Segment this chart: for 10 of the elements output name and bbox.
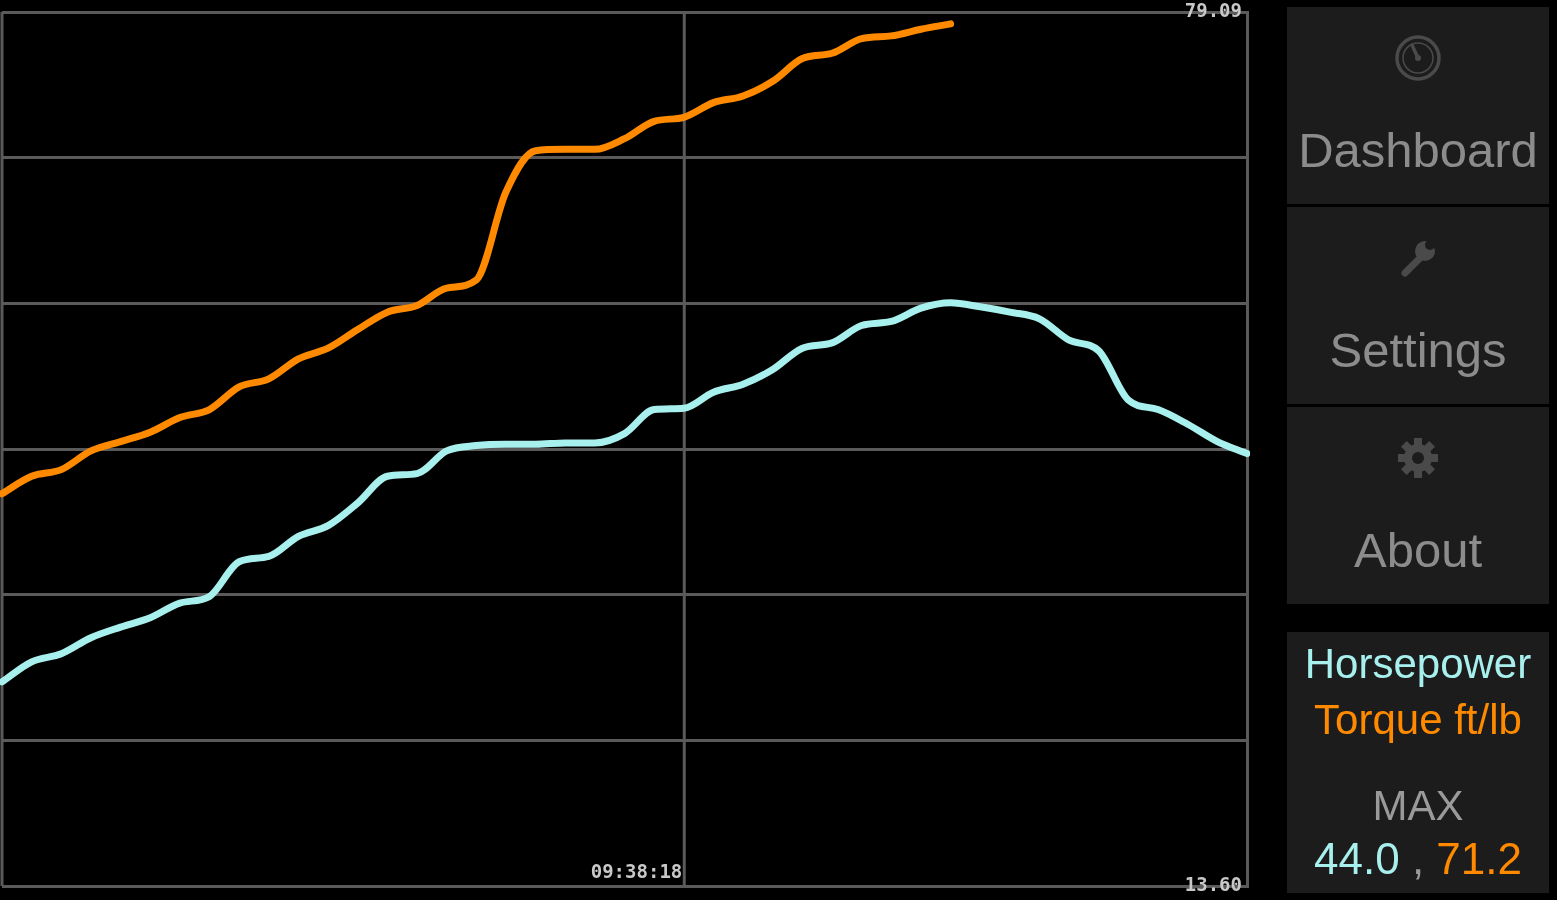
text: 44.0 , 71.2 [1314, 834, 1522, 883]
annotation: 09:38:18 [590, 860, 683, 883]
text: Torque ft/lb [1313, 695, 1523, 745]
text: Horsepower [1303, 639, 1533, 689]
menu-button: Settings [1287, 207, 1549, 404]
menu-button: Dashboard [1287, 7, 1549, 204]
text: MAX [1371, 781, 1465, 831]
y-tick-label: 13.60 [1184, 872, 1242, 895]
y-tick-label: 79.09 [1184, 0, 1242, 21]
menu-button: About [1287, 407, 1549, 604]
